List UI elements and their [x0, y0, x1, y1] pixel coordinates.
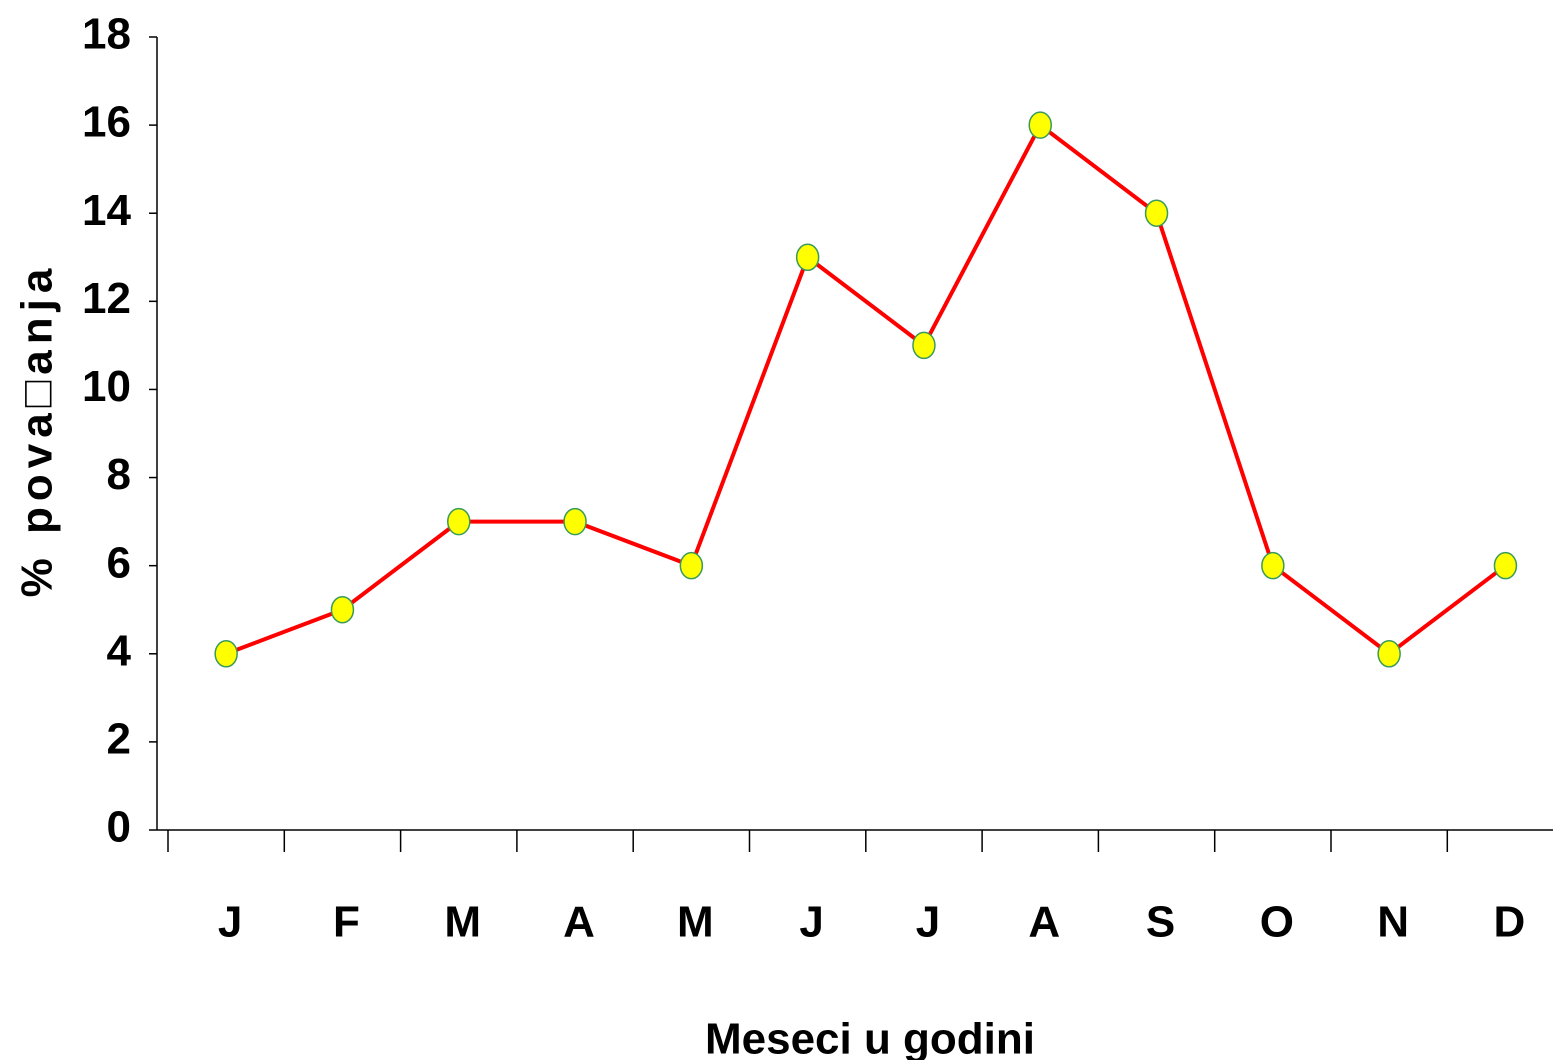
- x-tick-label: M: [677, 898, 714, 947]
- x-tick-label: A: [563, 898, 595, 947]
- marker: [563, 507, 587, 536]
- marker: [912, 331, 936, 360]
- marker: [1261, 551, 1285, 580]
- x-tick-label: S: [1146, 898, 1175, 947]
- x-tick-label: M: [444, 898, 481, 947]
- x-tick-label: O: [1260, 898, 1294, 947]
- x-tick-label: J: [916, 898, 940, 947]
- y-tick-label: 10: [82, 362, 131, 411]
- y-tick-label: 18: [82, 10, 131, 59]
- x-tick-label: D: [1494, 898, 1526, 947]
- line-series: [225, 123, 1507, 656]
- y-tick-label: 0: [107, 803, 131, 852]
- marker: [1144, 199, 1169, 227]
- x-tick-label: J: [799, 898, 823, 947]
- y-tick-label: 14: [82, 186, 131, 235]
- y-tick-label: 4: [107, 626, 132, 675]
- x-tick-label: N: [1377, 898, 1409, 947]
- marker: [1028, 111, 1052, 139]
- marker: [1377, 640, 1401, 668]
- y-tick-label: 6: [107, 538, 131, 587]
- x-tick-label: A: [1028, 898, 1060, 947]
- marker: [214, 640, 238, 668]
- marker: [795, 243, 820, 272]
- y-axis-title: % pova□anja: [13, 263, 62, 598]
- y-tick-label: 8: [107, 450, 131, 499]
- marker: [679, 551, 704, 580]
- y-tick-label: 2: [107, 715, 131, 764]
- marker: [447, 507, 471, 536]
- marker: [330, 595, 355, 624]
- y-tick-label: 12: [82, 274, 131, 323]
- y-tick-label: 16: [82, 98, 131, 147]
- marker: [1493, 551, 1518, 580]
- x-tick-label: F: [333, 898, 360, 947]
- x-axis-title: Meseci u godini: [705, 1015, 1035, 1060]
- x-tick-label: J: [218, 898, 242, 947]
